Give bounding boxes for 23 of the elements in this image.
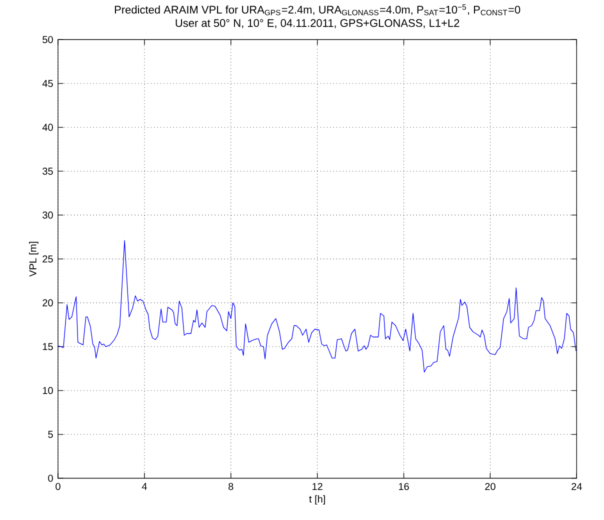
chart-title: Predicted ARAIM VPL for URA$_{GPS}$=2.4m, URA$_{GLONASS}$=4.0m, P$_{SAT}$=10$^{−5}$, P$_{CONST}$=0 — [114, 4, 520, 16]
y-tick-label: 45 — [42, 80, 53, 87]
x-tick-label: 0 — [56, 482, 60, 490]
y-tick-label: 5 — [48, 430, 53, 438]
x-tick-label: 16 — [398, 482, 409, 490]
y-tick-label: 10 — [42, 386, 53, 394]
x-tick-label: 20 — [485, 482, 496, 490]
line-series — [58, 240, 576, 372]
x-tick-label: 4 — [142, 482, 147, 490]
y-axis-title: VPL [m] — [29, 242, 38, 277]
y-tick-label: 15 — [42, 343, 53, 350]
x-tick-label: 12 — [312, 482, 322, 490]
x-tick-label: 24 — [572, 482, 582, 490]
x-tick-label: 8 — [228, 482, 234, 490]
y-tick-label: 50 — [42, 36, 53, 44]
y-tick-label: 25 — [42, 255, 53, 262]
y-tick-label: 30 — [42, 211, 53, 218]
y-tick-label: 20 — [42, 299, 53, 306]
y-tick-label: 40 — [42, 124, 53, 131]
y-tick-label: 35 — [42, 168, 53, 175]
y-tick-label: 0 — [48, 474, 53, 482]
chart-subtitle: User at 50° N, 10° E, 04.11.2011, GPS+GLONASS, L1+L2 — [176, 19, 460, 28]
x-axis-title: t [h] — [309, 495, 325, 504]
